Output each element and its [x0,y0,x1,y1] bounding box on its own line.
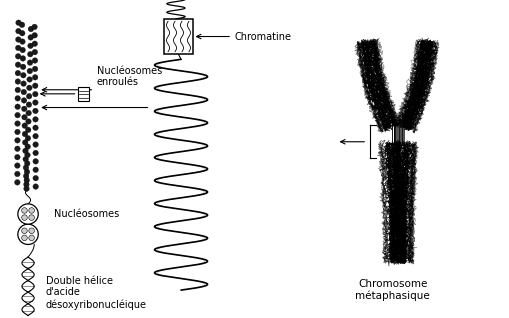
Circle shape [20,64,26,70]
Circle shape [15,70,21,76]
Circle shape [33,91,38,97]
Circle shape [15,53,21,59]
Circle shape [15,37,21,42]
Circle shape [22,215,27,220]
Circle shape [24,186,30,191]
Circle shape [15,112,20,118]
Circle shape [20,56,25,61]
Bar [77,87,89,101]
Circle shape [25,144,31,149]
Circle shape [21,81,26,86]
Circle shape [33,117,38,122]
Circle shape [32,24,37,30]
Text: Double hélice
d'acide
désoxyribonucléique: Double hélice d'acide désoxyribonucléiqu… [46,276,147,309]
Circle shape [21,98,27,103]
Circle shape [24,169,30,175]
Circle shape [26,110,32,116]
Circle shape [21,106,27,112]
Circle shape [26,102,32,107]
Circle shape [33,159,38,164]
Text: Chromosome
métaphasique: Chromosome métaphasique [355,279,429,301]
Text: Nucléosomes: Nucléosomes [53,209,119,219]
Circle shape [32,58,38,63]
Circle shape [33,150,38,156]
Circle shape [15,154,20,160]
Circle shape [15,79,21,84]
Circle shape [33,142,38,147]
Circle shape [22,140,28,145]
Circle shape [22,208,27,213]
Circle shape [33,133,38,139]
Circle shape [15,62,21,67]
Circle shape [29,208,35,213]
Circle shape [29,235,35,241]
Circle shape [27,77,33,82]
Circle shape [32,74,38,80]
Circle shape [15,129,20,135]
Circle shape [19,22,25,28]
Circle shape [22,148,28,154]
Circle shape [27,60,33,66]
Text: Chromatine: Chromatine [234,31,291,42]
Circle shape [33,83,38,88]
Circle shape [27,68,33,74]
Circle shape [32,49,38,55]
Circle shape [15,171,20,177]
Circle shape [18,224,38,245]
Circle shape [24,161,30,166]
Circle shape [16,28,21,34]
Circle shape [23,156,29,162]
Circle shape [28,35,34,40]
Circle shape [20,73,26,78]
Circle shape [15,146,20,152]
Circle shape [27,43,33,49]
Circle shape [29,215,35,220]
Circle shape [21,89,26,95]
Circle shape [23,182,29,187]
Circle shape [29,228,35,233]
Circle shape [19,31,25,36]
Circle shape [33,175,38,181]
Circle shape [25,119,31,124]
Circle shape [15,121,20,126]
Circle shape [16,20,21,25]
Circle shape [27,52,33,57]
Circle shape [33,125,38,130]
Bar [164,19,192,54]
Circle shape [25,127,31,133]
Circle shape [23,165,29,170]
Circle shape [15,95,20,101]
Circle shape [24,177,30,183]
Circle shape [20,39,25,45]
Circle shape [15,180,20,185]
Circle shape [22,123,27,128]
Circle shape [15,163,20,168]
Circle shape [22,131,27,137]
Circle shape [32,32,37,38]
Circle shape [25,135,31,141]
Circle shape [33,184,38,189]
Circle shape [33,100,38,105]
Circle shape [18,204,38,224]
Circle shape [20,47,25,53]
Circle shape [33,167,38,173]
Circle shape [22,235,27,241]
Circle shape [26,85,32,91]
Circle shape [33,108,38,114]
Circle shape [15,104,20,109]
Circle shape [22,228,27,233]
Circle shape [24,152,30,158]
Circle shape [32,66,38,72]
Circle shape [23,173,29,179]
Circle shape [15,87,20,93]
Circle shape [15,45,21,51]
Circle shape [22,114,27,120]
Circle shape [28,26,34,32]
Circle shape [15,138,20,143]
Circle shape [32,41,38,46]
Text: Nucléosomes
enroulés: Nucléosomes enroulés [97,66,162,87]
Circle shape [26,93,32,99]
